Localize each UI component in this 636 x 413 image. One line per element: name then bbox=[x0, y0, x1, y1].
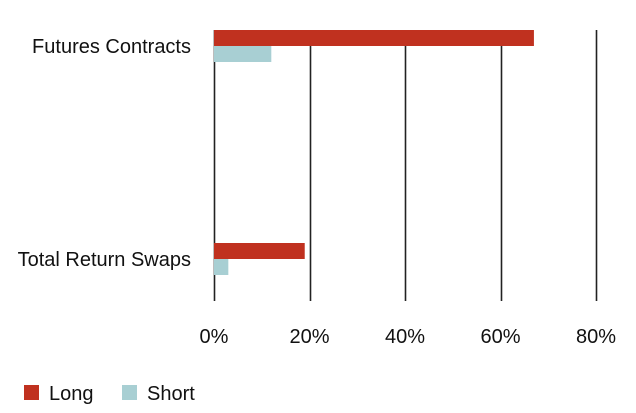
bars bbox=[214, 30, 534, 275]
x-tick-label-2: 40% bbox=[385, 326, 425, 348]
bar-short-0 bbox=[214, 46, 272, 62]
legend-swatch-long bbox=[24, 385, 39, 400]
x-tick-label-1: 20% bbox=[289, 326, 329, 348]
x-tick-label-0: 0% bbox=[200, 326, 229, 348]
category-label-0: Futures Contracts bbox=[32, 36, 191, 58]
legend: Long Short bbox=[24, 383, 195, 405]
x-tick-label-3: 60% bbox=[480, 326, 520, 348]
legend-swatch-short bbox=[122, 385, 137, 400]
bar-long-0 bbox=[214, 30, 534, 46]
category-labels: Futures Contracts Total Return Swaps bbox=[18, 36, 191, 271]
x-axis-tick-labels: 0% 20% 40% 60% 80% bbox=[200, 326, 617, 348]
legend-label-short: Short bbox=[147, 383, 195, 405]
bar-long-1 bbox=[214, 243, 305, 259]
category-label-1: Total Return Swaps bbox=[18, 249, 191, 271]
bar-short-1 bbox=[214, 259, 229, 275]
legend-label-long: Long bbox=[49, 383, 94, 405]
x-tick-label-4: 80% bbox=[576, 326, 616, 348]
grid-lines bbox=[213, 30, 598, 301]
